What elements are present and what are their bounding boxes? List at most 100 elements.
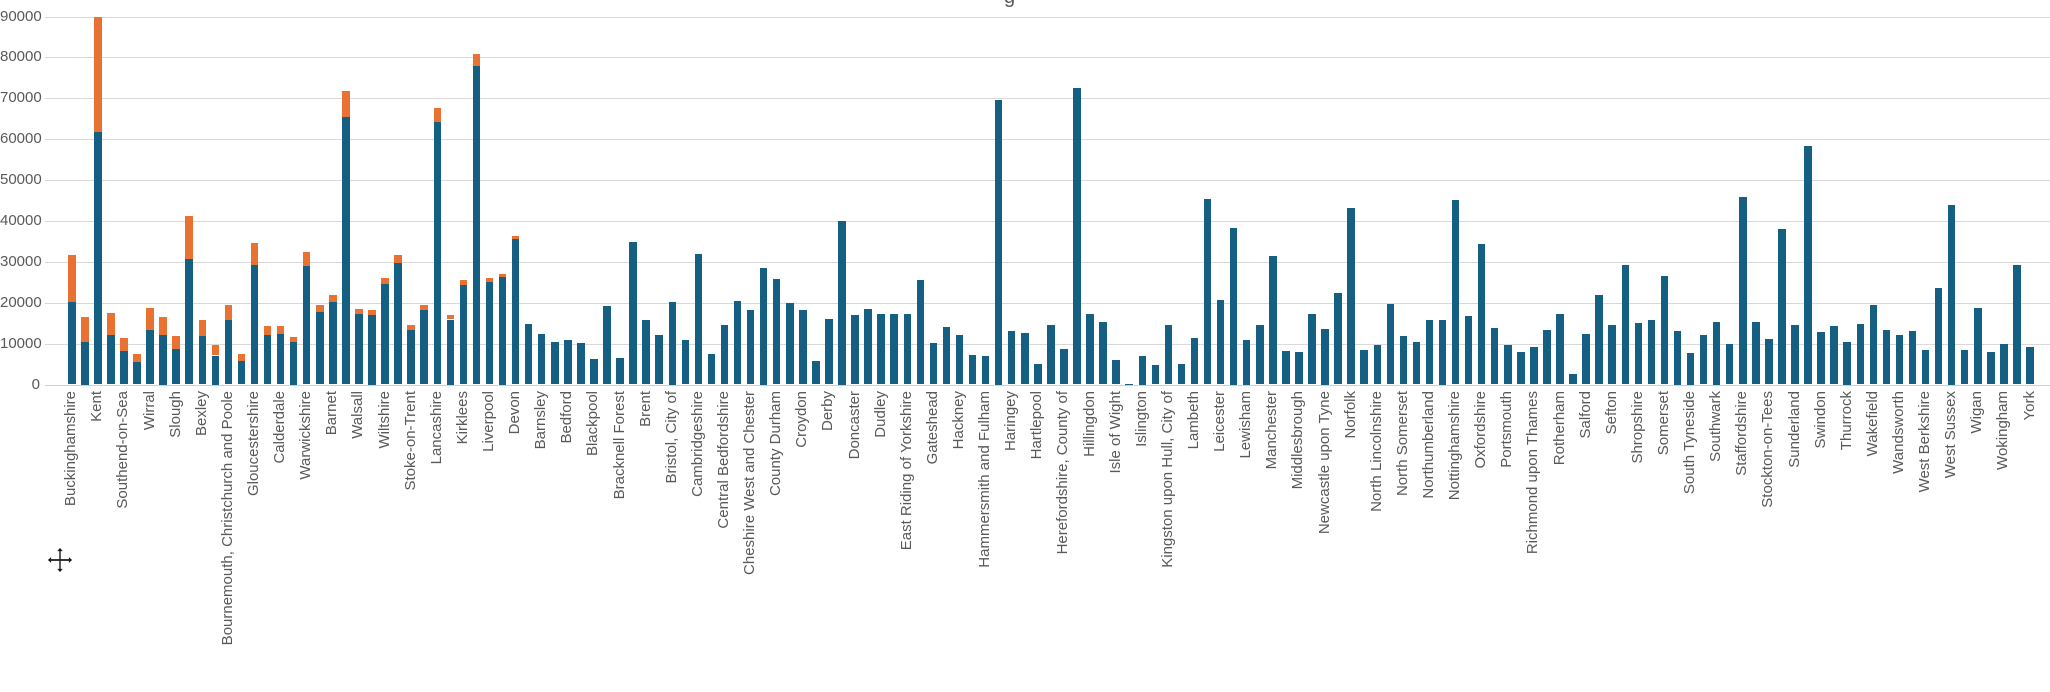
bar-segment-blue[interactable] — [1595, 295, 1603, 385]
bar-segment-blue[interactable] — [1190, 337, 1199, 385]
bar-segment-blue[interactable] — [2013, 265, 2021, 385]
bar-segment-blue[interactable] — [355, 313, 363, 385]
bar-segment-orange[interactable] — [120, 337, 128, 352]
bar-segment-blue[interactable] — [407, 330, 415, 385]
bar-segment-blue[interactable] — [1660, 276, 1669, 385]
bar-segment-blue[interactable] — [1843, 342, 1851, 385]
bar-segment-blue[interactable] — [1908, 330, 1917, 385]
bar-segment-blue[interactable] — [877, 313, 885, 385]
bar-segment-blue[interactable] — [1216, 300, 1225, 385]
bar-segment-blue[interactable] — [1295, 352, 1303, 385]
bar-segment-blue[interactable] — [172, 349, 180, 385]
bar-segment-blue[interactable] — [825, 318, 833, 385]
bar-segment-blue[interactable] — [772, 278, 781, 385]
bar-segment-orange[interactable] — [407, 325, 415, 331]
bar-segment-blue[interactable] — [368, 315, 376, 385]
bar-segment-orange[interactable] — [68, 255, 76, 303]
bar-segment-orange[interactable] — [485, 278, 494, 282]
bar-segment-blue[interactable] — [1817, 332, 1825, 385]
bar-segment-blue[interactable] — [1269, 256, 1277, 385]
bar-segment-blue[interactable] — [1086, 313, 1094, 385]
bar-segment-blue[interactable] — [903, 314, 911, 385]
bar-segment-orange[interactable] — [511, 236, 520, 240]
bar-segment-blue[interactable] — [551, 341, 559, 385]
bar-segment-blue[interactable] — [1112, 359, 1120, 385]
bar-segment-blue[interactable] — [968, 354, 977, 385]
bar-segment-orange[interactable] — [289, 337, 298, 342]
bar-segment-blue[interactable] — [994, 99, 1003, 385]
bar-segment-blue[interactable] — [394, 263, 402, 385]
bar-segment-blue[interactable] — [981, 356, 990, 385]
bar-segment-orange[interactable] — [355, 309, 363, 314]
bar-segment-blue[interactable] — [420, 310, 428, 385]
bar-segment-blue[interactable] — [1987, 351, 1995, 385]
bar-segment-blue[interactable] — [459, 285, 468, 385]
bar-segment-blue[interactable] — [1047, 325, 1055, 385]
bar-segment-blue[interactable] — [1177, 363, 1186, 385]
bar-segment-blue[interactable] — [1347, 208, 1355, 385]
bar-segment-blue[interactable] — [224, 319, 233, 385]
bar-segment-blue[interactable] — [1229, 227, 1238, 385]
bar-segment-blue[interactable] — [564, 340, 572, 385]
bar-segment-blue[interactable] — [1947, 205, 1956, 385]
bar-segment-blue[interactable] — [1425, 320, 1434, 385]
bar-segment-blue[interactable] — [211, 355, 220, 385]
bar-segment-blue[interactable] — [603, 305, 611, 385]
bar-segment-blue[interactable] — [1412, 341, 1421, 385]
bar-segment-orange[interactable] — [263, 326, 272, 336]
bar-segment-blue[interactable] — [198, 336, 206, 385]
bar-segment-orange[interactable] — [198, 320, 206, 337]
bar-segment-blue[interactable] — [955, 335, 964, 385]
bar-segment-blue[interactable] — [342, 116, 350, 385]
bar-segment-orange[interactable] — [81, 317, 89, 342]
bar-segment-blue[interactable] — [1125, 383, 1133, 385]
bar-segment-blue[interactable] — [433, 121, 441, 385]
bar-segment-blue[interactable] — [446, 319, 454, 385]
bar-segment-blue[interactable] — [1308, 313, 1316, 385]
bar-segment-blue[interactable] — [1882, 329, 1891, 385]
bar-segment-blue[interactable] — [289, 342, 298, 385]
bar-segment-blue[interactable] — [1804, 146, 1812, 385]
bar-segment-orange[interactable] — [133, 353, 141, 362]
bar-segment-blue[interactable] — [746, 309, 755, 385]
bar-segment-blue[interactable] — [1830, 326, 1838, 385]
bar-segment-blue[interactable] — [1438, 319, 1447, 385]
bar-segment-blue[interactable] — [1164, 324, 1173, 385]
bar-segment-blue[interactable] — [1256, 324, 1264, 385]
bar-segment-blue[interactable] — [250, 265, 259, 385]
bar-segment-blue[interactable] — [1203, 199, 1212, 385]
bar-segment-blue[interactable] — [720, 325, 729, 385]
bar-segment-blue[interactable] — [1673, 330, 1682, 385]
bar-segment-blue[interactable] — [1699, 335, 1708, 385]
bar-segment-blue[interactable] — [1021, 332, 1029, 385]
bar-segment-blue[interactable] — [237, 361, 246, 385]
bar-segment-blue[interactable] — [537, 334, 546, 385]
bar-segment-blue[interactable] — [2000, 344, 2008, 385]
bar-segment-blue[interactable] — [1099, 321, 1107, 385]
bar-segment-blue[interactable] — [838, 220, 846, 385]
bar-segment-blue[interactable] — [929, 343, 938, 385]
bar-segment-blue[interactable] — [1608, 325, 1616, 385]
bar-segment-orange[interactable] — [498, 273, 507, 277]
bar-segment-orange[interactable] — [368, 309, 376, 315]
bar-segment-blue[interactable] — [107, 334, 115, 385]
bar-segment-blue[interactable] — [1634, 323, 1642, 385]
bar-segment-blue[interactable] — [1974, 308, 1982, 385]
bar-segment-blue[interactable] — [1765, 338, 1773, 385]
bar-segment-blue[interactable] — [81, 342, 89, 385]
bar-segment-blue[interactable] — [1960, 349, 1969, 385]
bar-segment-blue[interactable] — [786, 303, 794, 385]
bar-segment-blue[interactable] — [511, 239, 520, 385]
bar-segment-blue[interactable] — [302, 265, 311, 385]
bar-segment-blue[interactable] — [1582, 334, 1590, 385]
bar-segment-blue[interactable] — [1151, 365, 1159, 385]
bar-segment-blue[interactable] — [694, 253, 703, 385]
bar-segment-blue[interactable] — [629, 241, 637, 385]
bar-segment-blue[interactable] — [1621, 265, 1629, 385]
bar-segment-blue[interactable] — [146, 329, 154, 385]
bar-segment-blue[interactable] — [616, 358, 624, 385]
bar-segment-blue[interactable] — [1517, 352, 1525, 385]
bar-segment-blue[interactable] — [733, 301, 742, 385]
bar-segment-blue[interactable] — [1034, 363, 1042, 385]
bar-segment-blue[interactable] — [799, 309, 807, 385]
